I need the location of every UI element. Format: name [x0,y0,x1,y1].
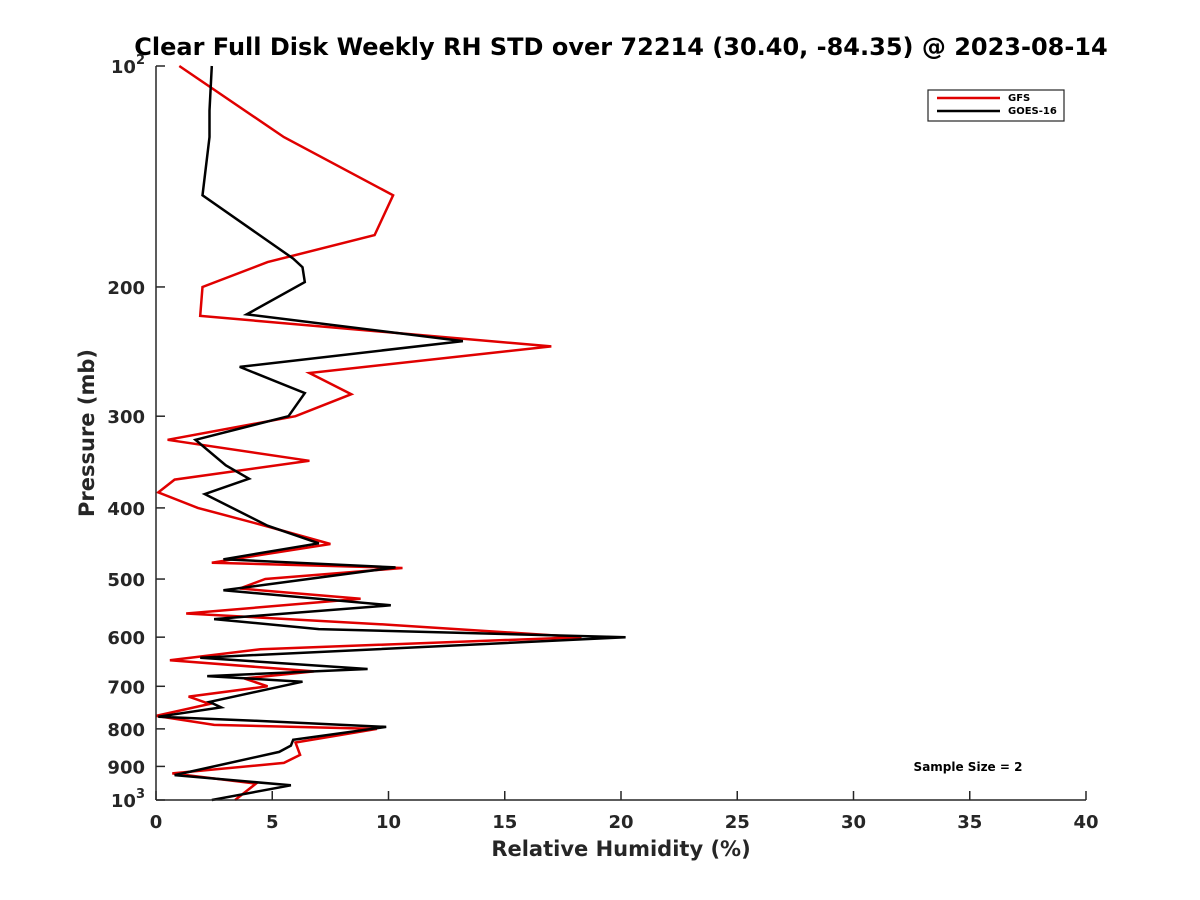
x-tick-label: 5 [266,812,279,833]
y-tick-label: 200 [107,278,145,299]
x-tick-label: 35 [957,812,982,833]
y-tick-label: 600 [107,628,145,649]
legend-label-gfs: GFS [1008,93,1030,104]
chart-title: Clear Full Disk Weekly RH STD over 72214… [134,33,1107,61]
legend: GFS GOES-16 [927,89,1065,122]
x-tick-label: 10 [376,812,401,833]
plot-lines [155,64,626,802]
x-tick-label: 0 [150,812,163,833]
y-tick-label: 103 [111,787,145,812]
y-tick-label: 700 [107,677,145,698]
y-tick-label: 102 [111,53,145,78]
x-tick-label: 25 [725,812,750,833]
y-tick-label: 400 [107,499,145,520]
legend-label-goes16: GOES-16 [1008,106,1057,117]
x-tick-label: 15 [492,812,517,833]
y-tick-label: 900 [107,757,145,778]
x-ticks: 0 5 10 15 20 25 30 35 40 [150,791,1099,833]
series-line-goes-16 [158,65,626,802]
y-tick-label: 300 [107,407,145,428]
y-ticks: 102 200 300 400 500 600 700 800 900 103 [107,53,165,812]
legend-box [927,89,1065,122]
sample-size-annotation: Sample Size = 2 [914,760,1023,774]
x-axis-label: Relative Humidity (%) [491,837,750,861]
series-line-gfs [155,64,582,801]
x-tick-label: 40 [1073,812,1098,833]
y-axis-label: Pressure (mb) [75,349,99,517]
x-tick-label: 20 [608,812,633,833]
y-tick-label: 500 [107,570,145,591]
y-tick-label: 800 [107,720,145,741]
x-tick-label: 30 [841,812,866,833]
